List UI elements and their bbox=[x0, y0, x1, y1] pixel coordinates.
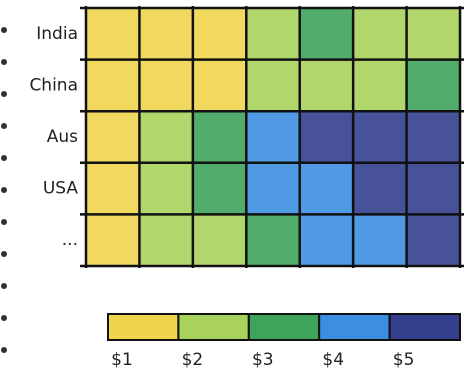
legend-label: $3 bbox=[252, 350, 274, 370]
legend-label: $2 bbox=[182, 350, 204, 370]
heatmap-cell bbox=[139, 59, 193, 112]
heatmap-cell bbox=[246, 8, 300, 60]
heatmap-cell bbox=[353, 214, 407, 266]
heatmap-cell bbox=[192, 162, 247, 215]
heatmap-cell bbox=[299, 8, 354, 60]
heatmap-cell bbox=[86, 8, 140, 60]
heatmap-cell bbox=[353, 8, 407, 60]
legend-swatch bbox=[107, 313, 180, 341]
legend-label: $4 bbox=[322, 350, 344, 370]
legend-label: $1 bbox=[111, 350, 133, 370]
row-label: ... bbox=[62, 230, 78, 250]
heatmap-cell bbox=[406, 162, 460, 215]
legend-label: $5 bbox=[393, 350, 415, 370]
heatmap-cell bbox=[246, 111, 300, 163]
heatmap-cell bbox=[139, 111, 193, 163]
row-label: USA bbox=[43, 179, 79, 199]
legend-swatch bbox=[388, 313, 462, 341]
heatmap-cell bbox=[406, 59, 460, 112]
binding-dots bbox=[1, 27, 7, 353]
heatmap-cell bbox=[192, 8, 247, 60]
legend-swatch bbox=[177, 313, 250, 341]
heatmap-cell bbox=[192, 111, 247, 163]
heatmap-cell bbox=[246, 162, 300, 215]
heatmap-cell bbox=[299, 111, 354, 163]
legend-swatch bbox=[247, 313, 321, 341]
heatmap-cell bbox=[86, 59, 140, 112]
row-label: India bbox=[36, 24, 78, 44]
heatmap-cell bbox=[139, 214, 193, 266]
heatmap-cell bbox=[192, 214, 247, 266]
heatmap-cell bbox=[246, 59, 300, 112]
heatmap-cell bbox=[192, 59, 247, 112]
heatmap-cell bbox=[86, 214, 140, 266]
heatmap-cell bbox=[139, 162, 193, 215]
heatmap-cell bbox=[353, 162, 407, 215]
heatmap-cell bbox=[299, 162, 354, 215]
row-label: Aus bbox=[47, 127, 78, 147]
heatmap-cell bbox=[299, 59, 354, 112]
heatmap-cell bbox=[299, 214, 354, 266]
heatmap-cell bbox=[86, 162, 140, 215]
heatmap-cell bbox=[353, 59, 407, 112]
row-label: China bbox=[29, 75, 78, 95]
legend-swatch bbox=[318, 313, 391, 341]
heatmap-cell bbox=[406, 111, 460, 163]
heatmap-cell bbox=[139, 8, 193, 60]
heatmap-cell bbox=[86, 111, 140, 163]
heatmap-cell bbox=[353, 111, 407, 163]
heatmap-cell bbox=[246, 214, 300, 266]
heatmap-cell bbox=[406, 8, 460, 60]
heatmap-cell bbox=[406, 214, 460, 266]
